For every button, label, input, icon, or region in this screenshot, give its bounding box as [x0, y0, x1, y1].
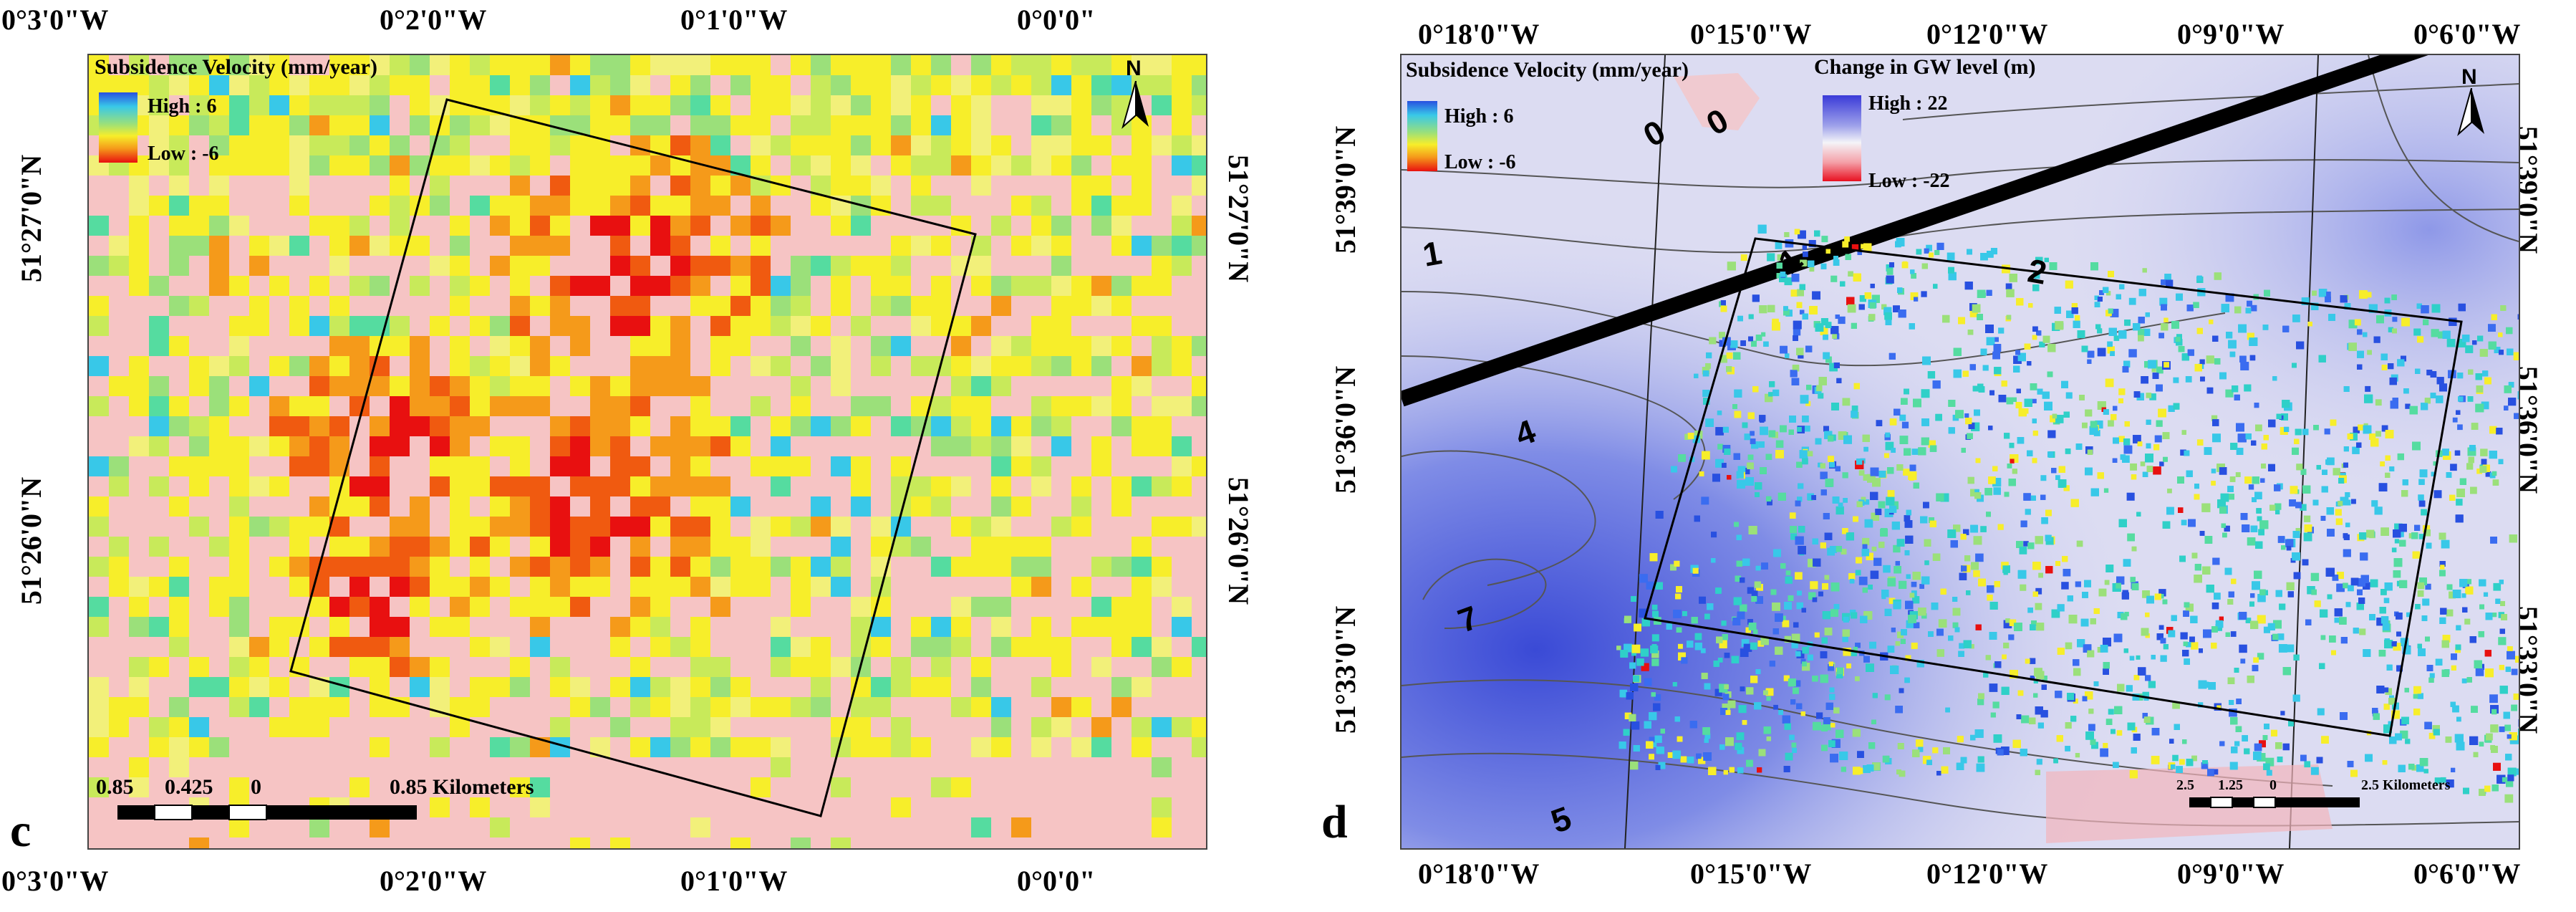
d-legend-gw-title: Change in GW level (m) [1814, 55, 2036, 79]
d-top-lon-label: 0°12'0"W [1926, 18, 2048, 50]
d-legend-gw-low: Low : -22 [1868, 170, 1950, 192]
d-north-label: N [2461, 65, 2477, 89]
c-map-frame: Subsidence Velocity (mm/year) High : 6 L… [87, 54, 1207, 850]
d-legend-velocity-ramp [1407, 101, 1437, 171]
d-bottom-lon-label: 0°6'0"W [2413, 858, 2521, 890]
c-bottom-lon-label: 0°3'0"W [1, 865, 109, 897]
d-bottom-lon-label: 0°15'0"W [1690, 858, 1812, 890]
d-top-lon-label: 0°15'0"W [1690, 18, 1812, 50]
c-velocity-raster [89, 55, 1206, 848]
d-legend-velocity-low: Low : -6 [1444, 151, 1516, 173]
c-north-label: N [1126, 57, 1142, 80]
d-legend-gw-ramp [1823, 95, 1861, 181]
c-right-lat-label: 51°27'0"N [1222, 154, 1255, 283]
c-study-area-outline [289, 98, 977, 817]
d-gw-surface [1402, 55, 2519, 848]
c-bottom-lon-label: 0°1'0"W [680, 865, 788, 897]
d-left-lat-label: 51°33'0"N [1329, 605, 1362, 734]
c-scale-left: 0.85 [96, 775, 134, 799]
c-legend-title: Subsidence Velocity (mm/year) [95, 55, 377, 79]
d-legend-gw-high: High : 22 [1868, 92, 1948, 115]
c-top-lon-label: 0°2'0"W [380, 4, 487, 36]
d-left-lat-label: 51°39'0"N [1329, 125, 1362, 254]
d-bottom-lon-label: 0°9'0"W [2177, 858, 2285, 890]
d-legend-velocity-title: Subsidence Velocity (mm/year) [1406, 58, 1689, 82]
c-scale-bar [117, 805, 417, 820]
c-top-lon-label: 0°1'0"W [680, 4, 788, 36]
c-left-lat-label: 51°26'0"N [15, 476, 48, 605]
c-bottom-lon-label: 0°0'0" [1017, 865, 1096, 897]
d-scale-left: 2.5 [2176, 777, 2194, 793]
c-legend-high: High : 6 [148, 95, 217, 117]
c-bottom-lon-label: 0°2'0"W [380, 865, 487, 897]
d-top-lon-label: 0°9'0"W [2177, 18, 2285, 50]
d-bottom-lon-label: 0°18'0"W [1418, 858, 1540, 890]
c-left-lat-label: 51°27'0"N [15, 154, 48, 283]
d-study-area-outline [1644, 237, 2463, 737]
d-top-lon-label: 0°6'0"W [2413, 18, 2521, 50]
d-map-frame: 0 0 1 1 2 4 7 5 Subsidence Velocity (mm/… [1400, 54, 2520, 850]
d-scale-mid: 1.25 [2218, 777, 2243, 793]
d-velocity-points [1616, 224, 2519, 803]
d-panel-letter: d [1321, 796, 1348, 848]
c-panel-letter: c [10, 805, 32, 857]
d-bottom-lon-label: 0°12'0"W [1926, 858, 2048, 890]
c-top-lon-label: 0°0'0" [1017, 4, 1096, 36]
north-arrow-icon [2457, 88, 2484, 137]
c-scale-right: 0.85 Kilometers [390, 775, 534, 799]
c-scale-mid: 0.425 [165, 775, 213, 799]
d-scale-bar [2189, 797, 2360, 808]
c-right-lat-label: 51°26'0"N [1222, 476, 1255, 605]
c-legend-low: Low : -6 [148, 143, 219, 165]
d-left-lat-label: 51°36'0"N [1329, 365, 1362, 494]
c-scale-zero: 0 [251, 775, 261, 799]
c-top-lon-label: 0°3'0"W [1, 4, 109, 36]
d-legend-velocity-high: High : 6 [1444, 105, 1514, 128]
c-legend-ramp [99, 92, 138, 163]
d-top-lon-label: 0°18'0"W [1418, 18, 1540, 50]
north-arrow-icon [1121, 81, 1149, 130]
d-scale-right: 2.5 Kilometers [2361, 777, 2451, 793]
d-scale-zero: 0 [2269, 777, 2277, 793]
